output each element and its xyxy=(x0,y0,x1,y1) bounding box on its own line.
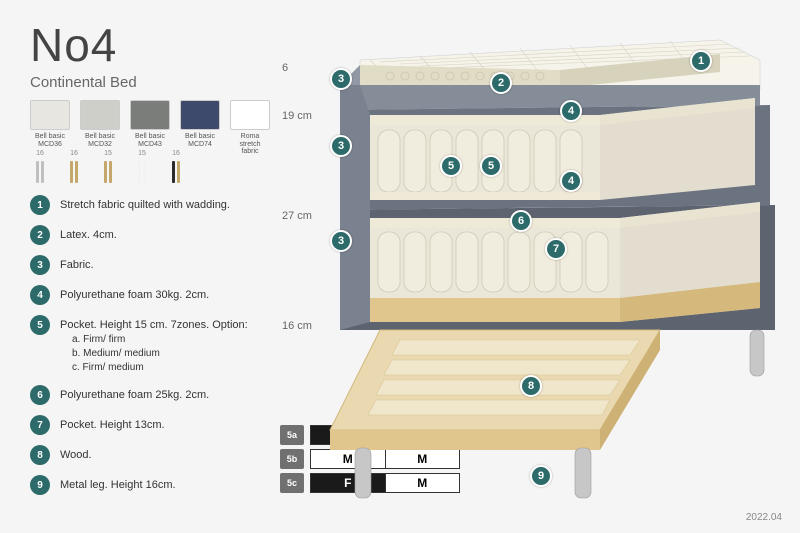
swatch-code: MCD74 xyxy=(180,141,220,149)
spec-number-badge: 3 xyxy=(30,255,50,275)
spec-number-badge: 6 xyxy=(30,385,50,405)
fabric-swatch: Bell basicMCD36 xyxy=(30,100,70,156)
leg-height: 15 xyxy=(104,150,112,157)
swatch-chip xyxy=(230,100,270,130)
bed-cutaway-diagram xyxy=(300,30,780,500)
swatch-chip xyxy=(180,100,220,130)
leg-icon xyxy=(166,159,186,183)
dimension-label: 6 xyxy=(282,62,288,74)
leg-option: 15 xyxy=(98,150,118,183)
leg-icon xyxy=(132,159,152,183)
leg-option: 16 xyxy=(64,150,84,183)
spec-item: 4 Polyurethane foam 30kg. 2cm. xyxy=(30,285,310,305)
leg-icon xyxy=(98,159,118,183)
callout-badge: 3 xyxy=(330,68,352,90)
spec-text: Latex. 4cm. xyxy=(60,225,310,243)
leg-height: 16 xyxy=(172,150,180,157)
swatch-name: Bell basic xyxy=(180,133,220,141)
callout-badge: 2 xyxy=(490,72,512,94)
leg-icon xyxy=(64,159,84,183)
callout-badge: 8 xyxy=(520,375,542,397)
callout-badge: 4 xyxy=(560,170,582,192)
callout-badge: 7 xyxy=(545,238,567,260)
spec-text: Stretch fabric quilted with wadding. xyxy=(60,195,310,213)
leg-height: 16 xyxy=(36,150,44,157)
callout-badge: 5 xyxy=(440,155,462,177)
leg-height: 15 xyxy=(138,150,146,157)
fabric-swatch: Bell basicMCD32 xyxy=(80,100,120,156)
spec-number-badge: 1 xyxy=(30,195,50,215)
callout-badge: 3 xyxy=(330,135,352,157)
swatch-name: Roma xyxy=(230,133,270,141)
swatch-code: stretch fabric xyxy=(230,141,270,156)
fabric-swatch: Bell basicMCD43 xyxy=(130,100,170,156)
spec-number-badge: 4 xyxy=(30,285,50,305)
bed-svg xyxy=(300,30,780,500)
spec-number-badge: 2 xyxy=(30,225,50,245)
spec-number-badge: 8 xyxy=(30,445,50,465)
title-block: No4 Continental Bed xyxy=(30,18,137,91)
callout-badge: 4 xyxy=(560,100,582,122)
swatch-name: Bell basic xyxy=(30,133,70,141)
spec-item: 7 Pocket. Height 13cm. xyxy=(30,415,310,435)
product-subtitle: Continental Bed xyxy=(30,74,137,91)
spec-text: Pocket. Height 15 cm. 7zones. Option:a. … xyxy=(60,315,310,375)
spec-item: 9 Metal leg. Height 16cm. xyxy=(30,475,310,495)
swatch-name: Bell basic xyxy=(80,133,120,141)
spec-item: 5 Pocket. Height 15 cm. 7zones. Option:a.… xyxy=(30,315,310,375)
callout-badge: 3 xyxy=(330,230,352,252)
spec-text: Metal leg. Height 16cm. xyxy=(60,475,310,493)
leg-option: 15 xyxy=(132,150,152,183)
fabric-swatch: Bell basicMCD74 xyxy=(180,100,220,156)
spec-item: 3 Fabric. xyxy=(30,255,310,275)
spec-text: Fabric. xyxy=(60,255,310,273)
spec-item: 1 Stretch fabric quilted with wadding. xyxy=(30,195,310,215)
swatch-chip xyxy=(80,100,120,130)
spec-sub-option: c. Firm/ medium xyxy=(60,361,310,375)
swatch-name: Bell basic xyxy=(130,133,170,141)
spec-item: 8 Wood. xyxy=(30,445,310,465)
spec-number-badge: 9 xyxy=(30,475,50,495)
swatch-code: MCD43 xyxy=(130,141,170,149)
spec-text: Polyurethane foam 25kg. 2cm. xyxy=(60,385,310,403)
swatch-chip xyxy=(130,100,170,130)
callout-badge: 6 xyxy=(510,210,532,232)
product-name: No4 xyxy=(30,18,137,72)
spec-sub-option: b. Medium/ medium xyxy=(60,347,310,361)
leg-options: 16 16 15 15 16 xyxy=(30,150,186,183)
spec-text: Wood. xyxy=(60,445,310,463)
callout-badge: 5 xyxy=(480,155,502,177)
spec-text: Pocket. Height 13cm. xyxy=(60,415,310,433)
spec-number-badge: 5 xyxy=(30,315,50,335)
spec-item: 2 Latex. 4cm. xyxy=(30,225,310,245)
spec-sub-option: a. Firm/ firm xyxy=(60,333,310,347)
leg-icon xyxy=(30,159,50,183)
swatch-code: MCD36 xyxy=(30,141,70,149)
fabric-swatch: Romastretch fabric xyxy=(230,100,270,156)
fabric-swatches: Bell basicMCD36Bell basicMCD32Bell basic… xyxy=(30,100,270,156)
date-stamp: 2022.04 xyxy=(746,512,782,523)
infographic-root: No4 Continental Bed Bell basicMCD36Bell … xyxy=(0,0,800,533)
callout-badge: 1 xyxy=(690,50,712,72)
swatch-code: MCD32 xyxy=(80,141,120,149)
leg-option: 16 xyxy=(166,150,186,183)
callout-badge: 9 xyxy=(530,465,552,487)
leg-option: 16 xyxy=(30,150,50,183)
spec-list: 1 Stretch fabric quilted with wadding. 2 La… xyxy=(30,195,310,505)
swatch-chip xyxy=(30,100,70,130)
spec-text: Polyurethane foam 30kg. 2cm. xyxy=(60,285,310,303)
spec-number-badge: 7 xyxy=(30,415,50,435)
leg-height: 16 xyxy=(70,150,78,157)
spec-item: 6 Polyurethane foam 25kg. 2cm. xyxy=(30,385,310,405)
